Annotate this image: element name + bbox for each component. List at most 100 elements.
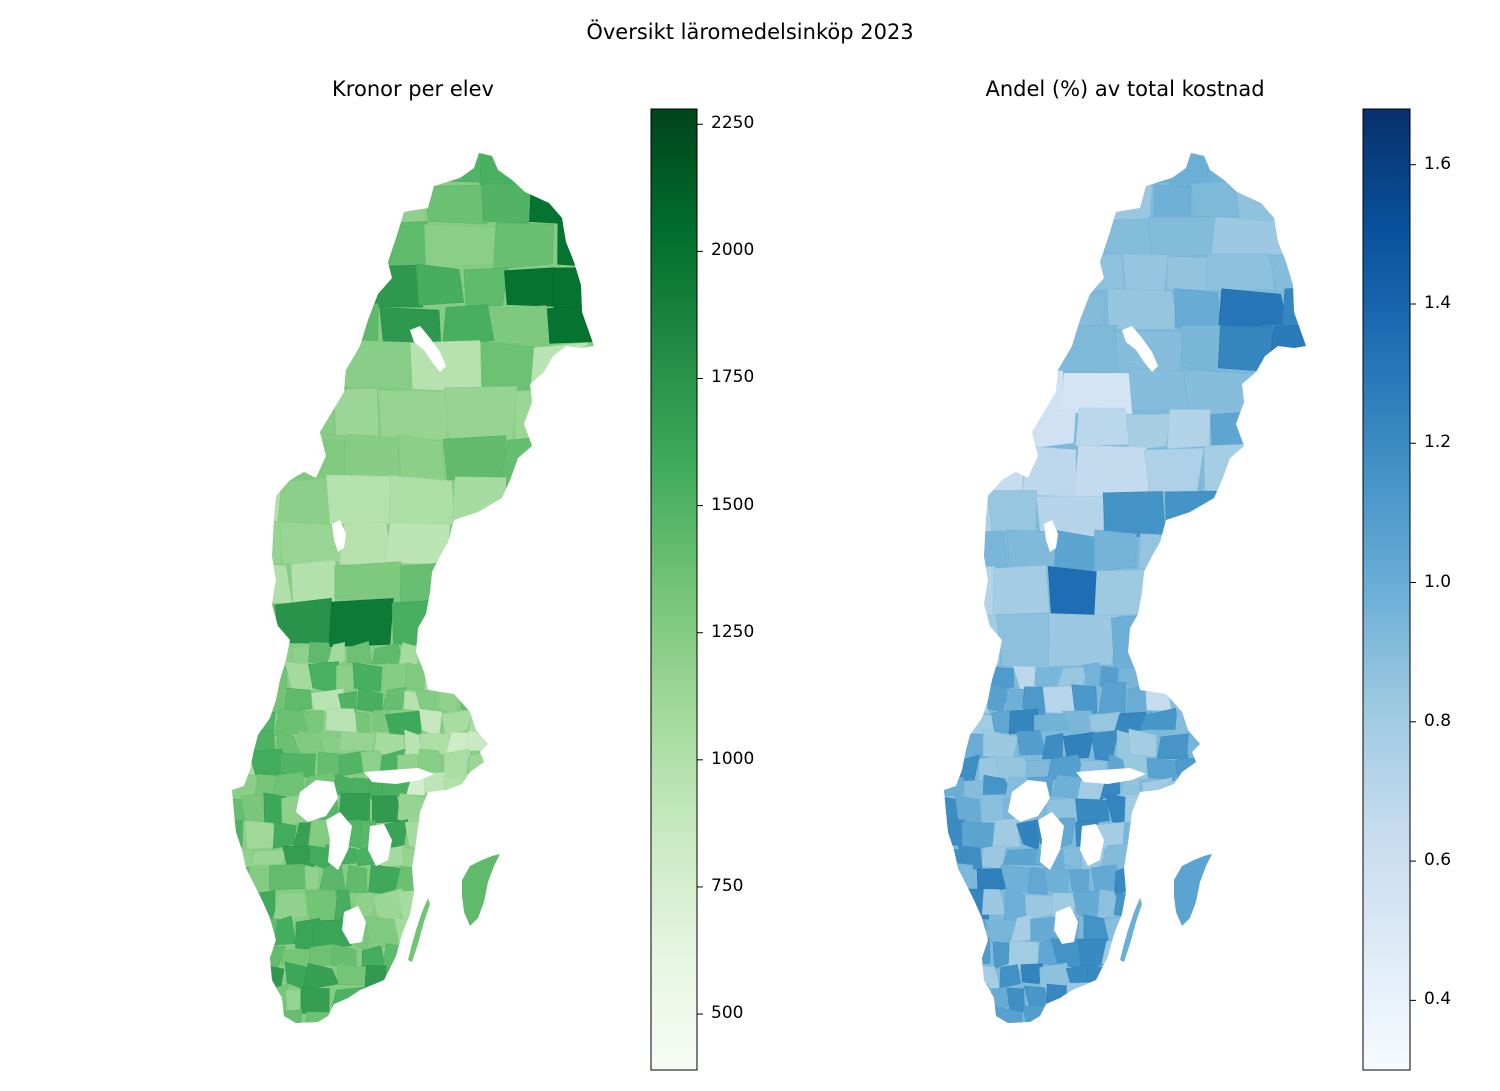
municipality-region: [1219, 662, 1242, 689]
municipality-region: [563, 476, 594, 524]
municipality-region: [988, 180, 1057, 224]
municipality-region: [551, 772, 582, 800]
municipality-region: [240, 793, 266, 825]
municipality-region: [321, 222, 371, 271]
colorbar-tick-label: 0.6: [1424, 850, 1452, 871]
municipality-region: [1194, 667, 1223, 685]
municipality-region: [243, 986, 265, 1018]
municipality-region: [1275, 780, 1306, 802]
municipality-region: [1063, 846, 1082, 869]
municipality-region: [289, 440, 346, 480]
municipality-region: [1274, 820, 1297, 849]
municipality-region: [1214, 570, 1269, 616]
municipality-region: [1282, 795, 1306, 820]
municipality-region: [1264, 710, 1296, 733]
municipality-region: [579, 714, 594, 737]
municipality-region: [964, 1006, 996, 1023]
municipality-region: [559, 1009, 578, 1023]
municipality-region: [944, 709, 966, 737]
municipality-region: [504, 821, 532, 850]
municipality-region: [1156, 612, 1203, 667]
municipality-region: [1020, 963, 1044, 984]
municipality-region: [1210, 913, 1238, 946]
sweden-map-kronor-per-elev: [232, 153, 594, 1023]
municipality-region: [1051, 181, 1111, 224]
municipality-region: [415, 263, 464, 306]
municipality-region: [529, 819, 549, 849]
municipality-region: [1269, 324, 1306, 375]
municipality-region: [477, 791, 514, 823]
municipality-region: [992, 818, 1021, 849]
municipality-region: [344, 339, 411, 390]
municipality-region: [1128, 728, 1157, 758]
municipality-region: [1218, 288, 1288, 327]
municipality-region: [1068, 253, 1125, 292]
municipality-region: [290, 559, 336, 605]
municipality-region: [982, 446, 1027, 496]
municipality-region: [1240, 868, 1269, 896]
municipality-region: [545, 688, 579, 714]
municipality-region: [1033, 409, 1076, 448]
municipality-region: [1295, 962, 1306, 988]
municipality-region: [1004, 289, 1058, 330]
lake: [1122, 326, 1158, 372]
municipality-region: [279, 183, 341, 229]
municipality-region: [543, 751, 563, 776]
municipality-region: [382, 185, 426, 228]
municipality-region: [574, 917, 594, 948]
municipality-region: [484, 730, 510, 757]
gotland: [462, 854, 500, 926]
municipality-region: [1195, 982, 1218, 1013]
municipality-region: [247, 666, 274, 693]
lake: [332, 520, 346, 552]
municipality-region: [232, 707, 260, 737]
municipality-region: [280, 221, 325, 272]
municipality-region: [984, 666, 1014, 689]
municipality-region: [426, 967, 450, 991]
municipality-region: [587, 984, 594, 1015]
municipality-region: [305, 1011, 332, 1023]
municipality-region: [1104, 1011, 1124, 1023]
municipality-region: [540, 863, 569, 895]
colorbar-tick-label: 1500: [711, 494, 755, 515]
municipality-region: [501, 641, 529, 669]
municipality-region: [442, 304, 495, 348]
municipality-region: [250, 849, 288, 866]
municipality-region: [557, 222, 594, 269]
municipality-region: [312, 919, 352, 950]
municipality-region: [426, 819, 458, 851]
colorbar-tick-label: 750: [711, 875, 744, 896]
municipality-region: [991, 215, 1044, 255]
municipality-region: [391, 598, 459, 648]
municipality-region: [1115, 1007, 1152, 1023]
municipality-region: [1268, 893, 1303, 921]
municipality-region: [1166, 799, 1201, 824]
municipality-region: [384, 522, 451, 565]
municipality-region: [232, 915, 253, 945]
municipality-region: [591, 963, 594, 991]
municipality-region: [538, 843, 561, 866]
municipality-region: [1166, 256, 1212, 291]
colorbar-tick-label: 1.0: [1424, 571, 1452, 592]
municipality-region: [554, 522, 594, 565]
municipality-region: [1290, 1005, 1306, 1023]
municipality-region: [404, 662, 433, 692]
municipality-region: [565, 984, 593, 1016]
municipality-region: [1249, 893, 1276, 920]
municipality-region: [389, 984, 409, 1015]
municipality-region: [541, 664, 563, 688]
municipality-region: [1260, 1006, 1296, 1023]
municipality-region: [1198, 943, 1230, 970]
municipality-region: [232, 387, 284, 439]
municipality-region: [1217, 757, 1243, 783]
municipality-region: [944, 153, 1005, 186]
municipality-region: [338, 750, 366, 777]
municipality-region: [1102, 491, 1166, 538]
municipality-region: [1062, 731, 1095, 760]
municipality-region: [1210, 682, 1239, 715]
municipality-region: [453, 565, 502, 606]
municipality-region: [232, 986, 249, 1015]
municipality-region: [363, 221, 432, 269]
municipality-region: [1174, 710, 1193, 736]
municipality-region: [248, 1011, 279, 1023]
